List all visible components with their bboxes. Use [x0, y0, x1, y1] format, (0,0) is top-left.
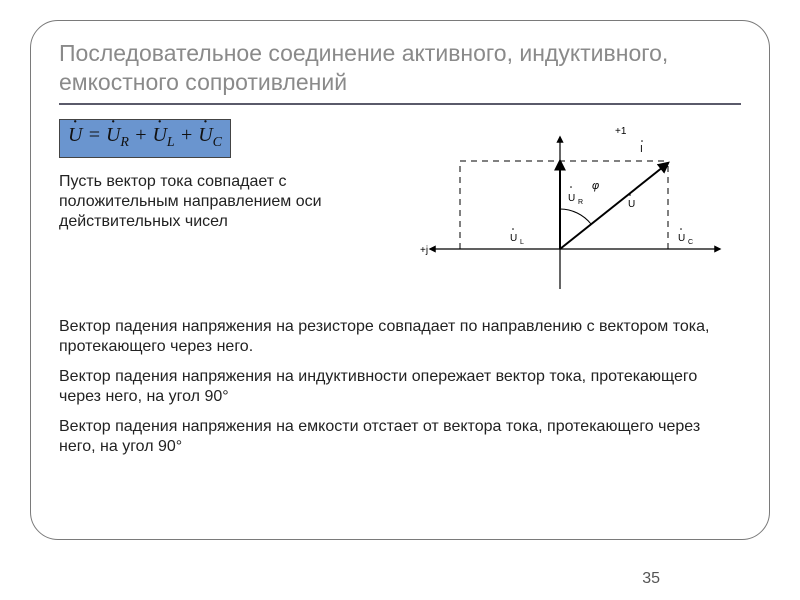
vector-U [560, 163, 668, 249]
page-number: 35 [642, 570, 660, 588]
label-UL: U L [510, 233, 524, 246]
slide-title: Последовательное соединение активного, и… [59, 39, 741, 97]
label-UR: U R [568, 193, 583, 206]
angle-arc [560, 209, 591, 224]
angle-label: φ [592, 180, 599, 192]
paragraph-3: Вектор падения напряжения на емкости отс… [59, 417, 741, 457]
phasor-diagram: +1 +j U R I U φ U L [370, 119, 741, 309]
paragraph-2: Вектор падения напряжения на индуктивнос… [59, 367, 741, 407]
axis-imag-label: +j [420, 245, 428, 256]
label-UC: U C [678, 233, 693, 246]
axis-real-label: +1 [615, 126, 627, 137]
paragraph-1: Вектор падения напряжения на резисторе с… [59, 317, 741, 357]
body-paragraphs: Вектор падения напряжения на резисторе с… [59, 317, 741, 457]
label-I: I [640, 144, 643, 155]
label-U: U [628, 199, 635, 210]
formula-box: U = UR + UL + UC [59, 119, 231, 158]
intro-paragraph: Пусть вектор тока совпадает с положитель… [59, 172, 354, 232]
slide-frame: Последовательное соединение активного, и… [30, 20, 770, 540]
title-rule [59, 103, 741, 105]
left-column: U = UR + UL + UC Пусть вектор тока совпа… [59, 119, 354, 242]
top-row: U = UR + UL + UC Пусть вектор тока совпа… [59, 119, 741, 309]
